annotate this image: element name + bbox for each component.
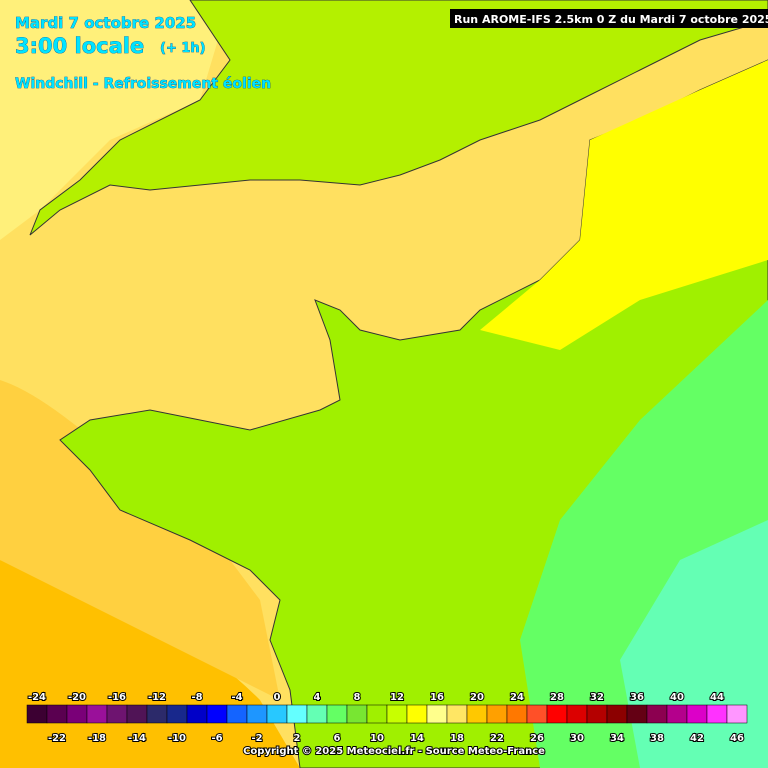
legend-label: 8 (354, 692, 361, 703)
sea-mid (0, 380, 280, 700)
offset: (+ 1h) (160, 41, 206, 56)
legend-swatch (86, 704, 108, 724)
legend-label: -4 (231, 692, 242, 703)
legend-swatch (426, 704, 448, 724)
legend-swatch (206, 704, 228, 724)
england (29, 0, 768, 236)
legend-label: -14 (128, 733, 146, 744)
legend-label: 38 (650, 733, 664, 744)
legend-label: 4 (314, 692, 321, 703)
legend-swatch (366, 704, 388, 724)
legend-swatch (666, 704, 688, 724)
legend-swatch (646, 704, 668, 724)
legend-label: -6 (211, 733, 222, 744)
date: Mardi 7 octobre 2025 (15, 14, 196, 32)
legend-label: 2 (294, 733, 301, 744)
legend-swatch (446, 704, 468, 724)
legend-swatch (406, 704, 428, 724)
legend-label: 36 (630, 692, 644, 703)
legend-swatch (386, 704, 408, 724)
legend-label: -16 (108, 692, 126, 703)
legend-swatch (26, 704, 48, 724)
legend-label: 32 (590, 692, 604, 703)
legend-swatch (246, 704, 268, 724)
legend-swatch (506, 704, 528, 724)
legend-label: 44 (710, 692, 724, 703)
legend-label: 14 (410, 733, 424, 744)
legend-swatch (726, 704, 748, 724)
legend-swatch (126, 704, 148, 724)
legend-swatch (186, 704, 208, 724)
legend-label: 0 (274, 692, 281, 703)
legend-swatch (106, 704, 128, 724)
legend-swatch (706, 704, 728, 724)
legend-swatch (686, 704, 708, 724)
legend-label: 40 (670, 692, 684, 703)
legend-swatch (526, 704, 548, 724)
legend-swatch (326, 704, 348, 724)
legend-swatch (626, 704, 648, 724)
sea-cool (0, 0, 230, 240)
run-banner (450, 9, 768, 28)
legend-swatch (306, 704, 328, 724)
parameter: Windchill - Refroissement éolien (15, 76, 271, 92)
legend-label: 6 (334, 733, 341, 744)
legend-swatch (286, 704, 308, 724)
legend-label: 16 (430, 692, 444, 703)
legend-swatch (546, 704, 568, 724)
legend-swatch (146, 704, 168, 724)
legend-label: 42 (690, 733, 704, 744)
legend-label: -20 (68, 692, 86, 703)
legend-label: 34 (610, 733, 624, 744)
legend-label: 30 (570, 733, 584, 744)
legend-swatch (566, 704, 588, 724)
legend-label: 28 (550, 692, 564, 703)
legend-label: 46 (730, 733, 744, 744)
legend-label: -24 (28, 692, 46, 703)
legend-label: -18 (88, 733, 106, 744)
north-france-warm (480, 60, 768, 350)
legend-label: -8 (191, 692, 202, 703)
legend-label: 10 (370, 733, 384, 744)
time: 3:00 locale (15, 34, 144, 58)
legend-label: -2 (251, 733, 262, 744)
legend-label: 12 (390, 692, 404, 703)
legend-swatch (606, 704, 628, 724)
legend-label: 20 (470, 692, 484, 703)
legend-swatch (346, 704, 368, 724)
legend-swatch (586, 704, 608, 724)
legend-label: -22 (48, 733, 66, 744)
legend-swatch (486, 704, 508, 724)
legend-swatch (266, 704, 288, 724)
legend-label: -12 (148, 692, 166, 703)
legend-label: 26 (530, 733, 544, 744)
legend-swatch (166, 704, 188, 724)
legend-swatch (466, 704, 488, 724)
legend-label: 24 (510, 692, 524, 703)
legend-label: -10 (168, 733, 186, 744)
legend-swatch (46, 704, 68, 724)
legend-label: 22 (490, 733, 504, 744)
legend-swatch (226, 704, 248, 724)
run-info: Run AROME-IFS 2.5km 0 Z du Mardi 7 octob… (454, 13, 768, 26)
copyright: Copyright © 2025 Meteociel.fr - Source M… (243, 746, 545, 757)
legend-label: 18 (450, 733, 464, 744)
legend-swatch (66, 704, 88, 724)
